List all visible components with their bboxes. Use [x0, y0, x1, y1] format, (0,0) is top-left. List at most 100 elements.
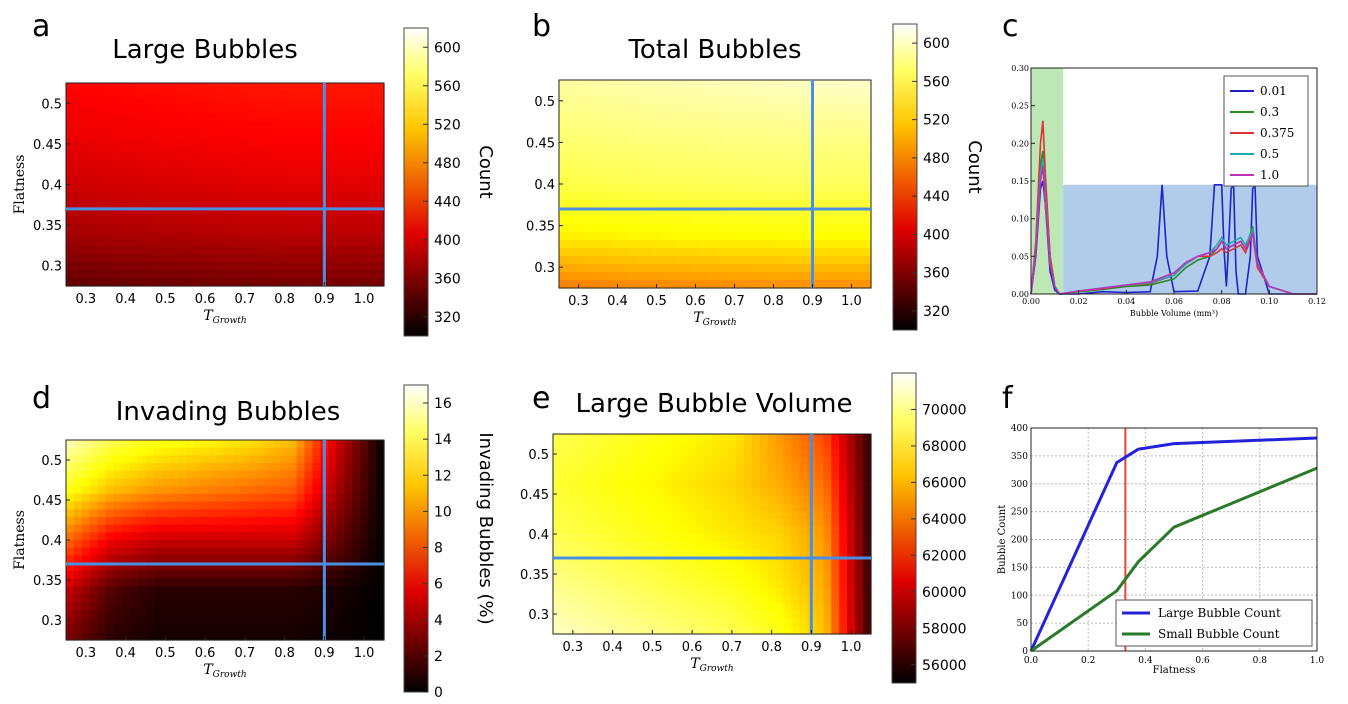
heatmap-cell [161, 555, 170, 564]
heatmap-cell [816, 176, 825, 185]
heatmap-cell [616, 610, 626, 620]
heatmap-cell [73, 632, 83, 641]
heatmap-cell [193, 254, 202, 264]
heatmap-cell [280, 176, 290, 186]
heatmap-cell [799, 495, 808, 504]
heatmap-cell [769, 248, 778, 257]
heatmap-cell [696, 603, 705, 612]
heatmap-cell [256, 555, 266, 564]
heatmap-cell [715, 136, 724, 145]
heatmap-cell [660, 240, 669, 249]
heatmap-cell [185, 278, 194, 287]
heatmap-cell [312, 122, 321, 131]
heatmap-cell [376, 563, 385, 572]
heatmap-cell [232, 440, 242, 449]
heatmap-cell [640, 587, 649, 597]
heatmap-cell [113, 601, 123, 610]
heatmap-cell [735, 518, 745, 527]
heatmap-cell [145, 547, 155, 556]
heatmap-cell [129, 239, 139, 248]
heatmap-cell [169, 578, 178, 587]
heatmap-cell [240, 262, 250, 271]
heatmap-cell [89, 106, 99, 115]
heatmap-cell [81, 593, 91, 603]
heatmap-cell [368, 192, 377, 201]
heatmap-cell [296, 176, 306, 186]
heatmap-cell [360, 532, 369, 541]
heatmap-cell [256, 470, 266, 480]
heatmap-cell [376, 83, 385, 92]
heatmap-cell [722, 112, 732, 121]
heatmap-cell [232, 176, 242, 186]
heatmap-cell [730, 208, 739, 217]
heatmap-cell [688, 610, 697, 620]
heatmap-cell [304, 463, 314, 472]
heatmap-cell [600, 464, 610, 474]
heatmap-cell [777, 184, 786, 193]
heatmap-cell [352, 161, 361, 170]
heatmap-cell [574, 176, 583, 185]
heatmap-cell [722, 280, 732, 289]
heatmap-cell [831, 526, 840, 535]
heatmap-cell [699, 184, 708, 193]
heatmap-cell [839, 618, 848, 627]
heatmap-cell [153, 455, 162, 464]
heatmap-cell [775, 534, 785, 543]
heatmap-cell [568, 603, 578, 612]
heatmap-cell [847, 487, 856, 497]
heatmap-cell [680, 472, 689, 481]
heatmap-cell [660, 208, 669, 217]
heatmap-cell [751, 534, 761, 543]
heatmap-cell [608, 580, 618, 589]
heatmap-cell [153, 593, 162, 603]
heatmap-cell [793, 160, 802, 169]
heatmap-cell [582, 248, 591, 257]
heatmap-cell [847, 518, 856, 527]
heatmap-cell [632, 595, 642, 604]
heatmap-cell [201, 184, 210, 193]
heatmap-cell [582, 240, 591, 249]
heatmap-cell [209, 129, 218, 139]
heatmap-cell [73, 455, 83, 464]
heatmap-cell [608, 503, 618, 512]
heatmap-cell [232, 447, 242, 456]
heatmap-cell [209, 570, 218, 580]
heatmap-cell [121, 184, 131, 193]
heatmap-cell [232, 215, 242, 225]
heatmap-cell [839, 240, 849, 249]
heatmap-cell [185, 184, 194, 193]
heatmap-cell [225, 184, 234, 193]
heatmap-cell [344, 262, 353, 271]
heatmap-cell [304, 153, 314, 162]
heatmap-cell [368, 447, 377, 456]
heatmap-cell [746, 80, 755, 89]
heatmap-cell [704, 480, 713, 489]
heatmap-cell [225, 440, 234, 449]
heatmap-cell [738, 216, 747, 225]
heatmap-cell [272, 231, 282, 240]
heatmap-cell [676, 176, 685, 185]
heatmap-cell [73, 447, 83, 456]
heatmap-cell [816, 256, 825, 265]
heatmap-cell [839, 457, 848, 466]
heatmap-cell [637, 200, 646, 209]
colorbar-tick-label: 400 [434, 233, 461, 249]
heatmap-cell [177, 239, 186, 248]
heatmap-cell [137, 161, 147, 170]
heatmap-cell [832, 144, 841, 153]
heatmap-cell [600, 603, 610, 612]
heatmap-cell [288, 463, 298, 472]
heatmap-cell [113, 447, 123, 456]
heatmap-cell [169, 609, 178, 618]
heatmap-cell [815, 541, 824, 550]
heatmap-cell [668, 232, 677, 241]
heatmap-cell [328, 524, 337, 533]
heatmap-cell [769, 200, 778, 209]
heatmap-cell [800, 136, 810, 145]
heatmap-cell [328, 114, 337, 123]
heatmap-cell [605, 200, 615, 209]
heatmap-cell [656, 610, 665, 620]
heatmap-cell [177, 168, 186, 178]
heatmap-cell [847, 160, 856, 169]
heatmap-cell [793, 168, 802, 177]
